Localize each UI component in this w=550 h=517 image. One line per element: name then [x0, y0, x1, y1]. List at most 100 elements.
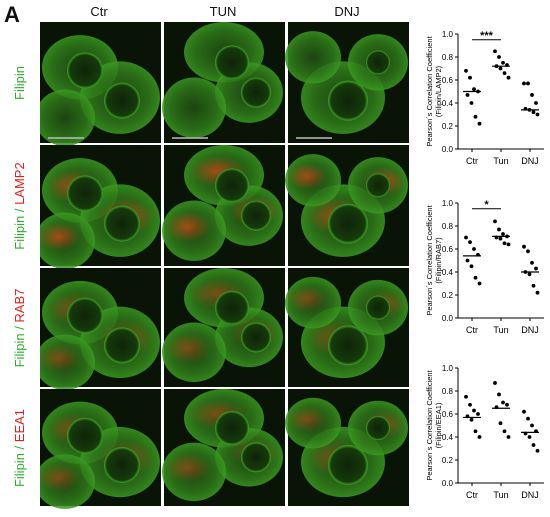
- data-point: [473, 275, 478, 280]
- y-axis-label-sub: (Filipin/LAMP2): [434, 65, 443, 117]
- data-point: [477, 435, 482, 439]
- data-point: [468, 75, 472, 80]
- data-point: [526, 249, 530, 254]
- data-point: [522, 244, 526, 249]
- data-point: [530, 260, 534, 265]
- micrograph-tile: [162, 22, 285, 143]
- row-label-3: Filipin / EEA1: [11, 391, 29, 505]
- y-tick-label: 1.0: [442, 364, 454, 373]
- data-point: [472, 247, 476, 251]
- panel-letter: A: [4, 2, 20, 27]
- data-point: [531, 283, 536, 288]
- column-header-tun: TUN: [209, 4, 237, 19]
- scatter-plot-rab7: 0.0 0.2 0.4 0.6 0.8 1.0 Ctr Tun DNJ * Pearson´s Co…: [425, 199, 544, 335]
- microscopy-grid: [40, 22, 409, 509]
- y-tick-label: 0.8: [442, 53, 454, 62]
- y-tick-label: 0.8: [442, 222, 454, 231]
- data-point: [522, 81, 526, 86]
- x-tick-label: Ctr: [466, 156, 478, 166]
- x-tick-label: DNJ: [521, 325, 539, 335]
- scatter-plot-lamp2: 0.0 0.2 0.4 0.6 0.8 1.0 Ctr Tun DNJ *** Pearson´s …: [425, 30, 544, 166]
- y-tick-label: 0.2: [442, 122, 454, 131]
- y-axis-label-sub: (Filipin/RAB7): [434, 237, 443, 284]
- x-tick-label: Tun: [493, 325, 508, 335]
- y-tick-label: 0.2: [442, 456, 454, 465]
- data-point: [468, 240, 472, 244]
- data-point: [506, 435, 511, 439]
- x-tick-label: Tun: [493, 156, 508, 166]
- row-label-0: Filipin: [11, 26, 29, 140]
- data-point: [493, 381, 497, 385]
- micrograph-tile: [40, 268, 161, 390]
- data-point: [534, 266, 538, 271]
- row-label-part: Filipin: [12, 332, 27, 367]
- y-axis-label: Pearson´s Correlation Coefficient: [425, 35, 434, 146]
- data-point: [464, 68, 468, 73]
- row-label-part: /: [12, 441, 27, 453]
- data-point: [535, 112, 540, 117]
- data-point: [531, 110, 536, 115]
- row-label-part: EEA1: [12, 408, 27, 442]
- data-point: [502, 71, 507, 75]
- y-tick-label: 0.6: [442, 245, 454, 254]
- data-point: [477, 121, 482, 126]
- scatter-plot-eea1: 0.0 0.2 0.4 0.6 0.8 1.0 Ctr Tun DNJ Pearson´s Cor…: [425, 364, 544, 500]
- data-point: [501, 400, 505, 405]
- y-tick-label: 0.0: [442, 479, 454, 488]
- y-tick-label: 0.0: [442, 314, 454, 323]
- data-point: [464, 394, 468, 399]
- data-point: [465, 93, 470, 97]
- data-point: [535, 290, 540, 295]
- data-point: [498, 66, 503, 71]
- y-tick-label: 0.4: [442, 268, 454, 277]
- row-label-2: Filipin / RAB7: [11, 271, 29, 385]
- y-tick-label: 0.4: [442, 99, 454, 108]
- y-tick-label: 0.2: [442, 291, 454, 300]
- data-point: [493, 49, 497, 54]
- data-point: [472, 87, 476, 92]
- y-tick-label: 0.4: [442, 433, 454, 442]
- data-point: [498, 236, 503, 241]
- data-point: [468, 402, 472, 407]
- data-point: [506, 242, 511, 247]
- data-point: [506, 75, 511, 80]
- y-tick-label: 0.6: [442, 410, 454, 419]
- x-tick-label: Ctr: [466, 325, 478, 335]
- data-point: [531, 443, 536, 447]
- column-header-ctr: Ctr: [90, 4, 108, 19]
- micrograph-tile: [285, 145, 409, 266]
- data-point: [502, 429, 507, 434]
- data-point: [473, 429, 478, 434]
- row-label-part: RAB7: [12, 288, 27, 323]
- row-label-part: LAMP2: [12, 161, 27, 205]
- data-point: [497, 227, 501, 232]
- data-point: [469, 101, 474, 105]
- y-axis-label: Pearson´s Correlation Coefficient: [425, 369, 434, 480]
- significance-label: *: [484, 199, 489, 211]
- data-point: [526, 81, 530, 86]
- data-point: [501, 232, 505, 236]
- micrograph-tile: [162, 145, 285, 266]
- row-label-1: Filipin / LAMP2: [11, 149, 29, 263]
- data-point: [497, 55, 501, 59]
- y-axis-label-sub: (Filipin/EEA1): [434, 402, 443, 448]
- x-tick-label: Ctr: [466, 490, 478, 500]
- column-header-dnj: DNJ: [334, 4, 360, 19]
- data-point: [534, 101, 538, 105]
- row-label-part: Filipin: [12, 65, 27, 100]
- micrograph-tile: [162, 268, 285, 387]
- row-label-part: Filipin: [12, 215, 27, 250]
- x-tick-label: Tun: [493, 490, 508, 500]
- y-tick-label: 0.8: [442, 387, 454, 396]
- micrograph-tile: [162, 389, 285, 506]
- row-label-part: /: [12, 322, 27, 333]
- micrograph-tile: [40, 389, 161, 509]
- y-tick-label: 1.0: [442, 30, 454, 39]
- data-point: [501, 60, 505, 65]
- data-point: [476, 412, 480, 416]
- row-label-part: Filipin: [12, 452, 27, 487]
- data-point: [505, 402, 509, 407]
- data-point: [472, 408, 476, 413]
- data-point: [469, 417, 474, 422]
- significance-label: ***: [480, 30, 494, 42]
